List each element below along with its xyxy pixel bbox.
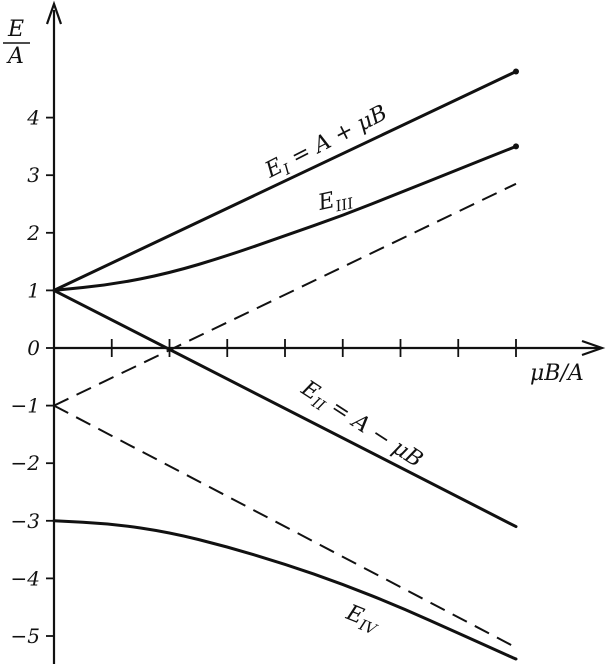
series-line-e2 [52,288,518,529]
series-line-e1 [52,70,518,292]
series-endpoint-e3 [513,143,519,150]
y-tick-label: −5 [11,624,40,648]
y-tick-label: 0 [27,336,40,360]
x-axis-arrow [581,339,606,357]
ticks: 4 3 2 1 0 −1 −2 −3 −4 −5 [11,106,517,648]
y-tick-label: −1 [11,394,40,418]
y-tick-label: −4 [11,566,40,590]
series-line-e4 [52,519,518,661]
series-endpoint-e1 [513,68,519,75]
y-tick-label: −2 [11,451,40,475]
series-line-dash-up [53,182,517,407]
series-line-e3 [52,144,518,292]
series-label-e2: EII = A − μB [294,376,427,476]
y-tick-label: 4 [26,106,40,130]
series-line-dash-down [53,404,517,649]
y-tick-label: 3 [27,163,40,187]
y-tick-label: −3 [11,509,40,533]
y-tick-label: 1 [27,278,40,302]
y-axis-title: EA [3,17,30,69]
series-label-e1: EI = A + μB [260,101,392,187]
x-axis-title: μB/A [530,361,584,386]
axes [45,0,606,664]
y-tick-label: 2 [26,221,40,245]
series-label-e3: EIII [315,184,356,219]
series-layer [52,68,519,661]
y-axis-title-numerator: E [7,17,24,42]
y-axis-title-denominator: A [6,44,24,69]
series-label-e4: EIV [341,600,385,639]
y-axis-arrow [45,0,63,25]
